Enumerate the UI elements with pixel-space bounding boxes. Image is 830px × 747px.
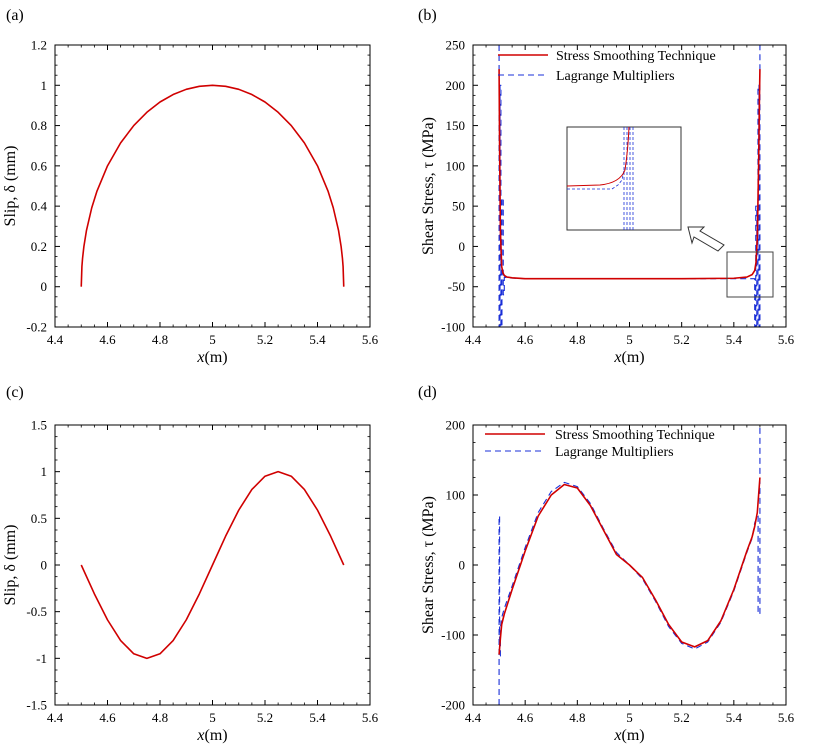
plot-area xyxy=(80,84,345,287)
panel-label: (d) xyxy=(418,384,437,401)
zoom-box xyxy=(726,251,774,298)
y-tick-label: 0 xyxy=(459,239,466,254)
x-tick-label: 5.6 xyxy=(778,332,795,347)
x-tick-label: 5.6 xyxy=(362,332,379,347)
y-tick-label: 250 xyxy=(446,38,466,53)
y-axis-title: Shear Stress, τ (MPa) xyxy=(420,496,437,634)
plot-area xyxy=(498,45,761,327)
x-tick-label: 5 xyxy=(209,710,216,725)
x-axis-title: x(m) xyxy=(196,349,227,366)
y-tick-label: -100 xyxy=(441,320,465,335)
x-tick-label: 5.6 xyxy=(362,710,379,725)
y-axis-title: Slip, δ (mm) xyxy=(2,146,19,227)
y-tick-label: 1.2 xyxy=(31,38,47,53)
panel-label: (a) xyxy=(6,7,24,24)
y-tick-label: -200 xyxy=(441,698,465,713)
y-tick-label: 100 xyxy=(446,488,466,503)
panel-label: (b) xyxy=(418,7,437,24)
x-tick-label: 5 xyxy=(209,332,216,347)
y-tick-label: 200 xyxy=(446,418,466,433)
y-tick-label: 1 xyxy=(41,464,48,479)
x-tick-label: 4.6 xyxy=(517,710,534,725)
series-line xyxy=(80,470,345,660)
legend-label: Stress Smoothing Technique xyxy=(556,49,716,64)
series-line xyxy=(80,84,345,287)
y-tick-label: -1.5 xyxy=(26,698,47,713)
x-tick-label: 5.6 xyxy=(778,710,795,725)
x-tick-label: 5 xyxy=(626,710,633,725)
x-tick-label: 4.6 xyxy=(99,710,116,725)
y-tick-label: 0.4 xyxy=(31,199,48,214)
x-tick-label: 4.8 xyxy=(569,710,585,725)
x-tick-label: 5.2 xyxy=(257,710,273,725)
y-axis-title: Slip, δ (mm) xyxy=(2,525,19,606)
legend: Stress Smoothing Technique Lagrange Multi… xyxy=(485,428,715,460)
x-tick-label: 4.4 xyxy=(47,710,64,725)
y-tick-label: -1 xyxy=(36,651,47,666)
panel-label: (c) xyxy=(6,384,24,401)
x-tick-label: 4.6 xyxy=(99,332,116,347)
inset-series-line xyxy=(567,169,625,190)
y-tick-label: 0 xyxy=(41,558,48,573)
legend-label: Lagrange Multipliers xyxy=(555,445,674,460)
x-tick-label: 5 xyxy=(626,332,633,347)
y-tick-label: 1 xyxy=(41,78,48,93)
plot-frame xyxy=(472,424,787,706)
y-tick-label: -0.5 xyxy=(26,604,47,619)
x-tick-label: 5.4 xyxy=(726,332,743,347)
x-tick-label: 4.8 xyxy=(152,332,168,347)
y-tick-label: 150 xyxy=(446,118,466,133)
x-tick-label: 4.8 xyxy=(152,710,168,725)
y-tick-label: -50 xyxy=(448,279,465,294)
x-tick-label: 4.6 xyxy=(517,332,534,347)
x-axis-title: x(m) xyxy=(613,349,644,366)
y-tick-label: 0.8 xyxy=(31,118,47,133)
y-tick-label: -0.2 xyxy=(26,320,47,335)
x-axis-title: x(m) xyxy=(613,727,644,744)
y-tick-label: 0.5 xyxy=(31,511,47,526)
y-tick-label: 0 xyxy=(41,279,48,294)
x-tick-label: 5.4 xyxy=(309,332,326,347)
x-tick-label: 5.2 xyxy=(674,710,690,725)
plot-frame xyxy=(54,44,371,328)
y-tick-label: 200 xyxy=(446,78,466,93)
x-tick-label: 4.4 xyxy=(465,332,482,347)
x-tick-label: 5.2 xyxy=(674,332,690,347)
x-tick-label: 5.2 xyxy=(257,332,273,347)
plot-frame xyxy=(472,44,787,328)
chart-panel: (a) 4.4 4.6 4.8 5 5.2 5.4 5.6 -0.2 0 0.2 0.4 0.6 0.8 1… xyxy=(2,7,379,366)
x-tick-label: 4.8 xyxy=(569,332,585,347)
inset-arrow-icon xyxy=(687,226,725,252)
x-axis-title: x(m) xyxy=(196,727,227,744)
legend-label: Stress Smoothing Technique xyxy=(555,428,715,443)
plot-area xyxy=(498,425,761,705)
legend: Stress Smoothing Technique Lagrange Multi… xyxy=(498,49,716,84)
x-tick-label: 5.4 xyxy=(726,710,743,725)
y-axis-title: Shear Stress, τ (MPa) xyxy=(420,117,437,255)
plot-area xyxy=(80,470,345,660)
series-line xyxy=(498,477,761,655)
y-tick-label: 50 xyxy=(452,199,465,214)
y-tick-label: -100 xyxy=(441,628,465,643)
plot-frame xyxy=(54,424,371,706)
y-tick-label: 0.2 xyxy=(31,239,47,254)
y-tick-label: 1.5 xyxy=(31,418,47,433)
chart-panel: (c) 4.4 4.6 4.8 5 5.2 5.4 5.6 -1.5 -1 -0.5 0 0.5 1 1.5… xyxy=(2,384,379,744)
x-tick-label: 4.4 xyxy=(47,332,64,347)
chart-panel: (d) 4.4 4.6 4.8 5 5.2 5.4 5.6 -200 -100 0 100 200 x(m… xyxy=(418,384,795,744)
legend-label: Lagrange Multipliers xyxy=(556,69,675,84)
y-tick-label: 0.6 xyxy=(31,158,48,173)
series-line xyxy=(498,69,761,280)
y-tick-label: 0 xyxy=(459,558,466,573)
zoom-inset xyxy=(566,126,774,298)
inset-series-line xyxy=(566,126,630,187)
x-tick-label: 4.4 xyxy=(465,710,482,725)
chart-panel: (b) 4.4 4.6 4.8 5 5.2 5.4 5.6 -100 -50 0 50 100 150 20… xyxy=(418,7,795,366)
x-tick-label: 5.4 xyxy=(309,710,326,725)
y-tick-label: 100 xyxy=(446,158,466,173)
